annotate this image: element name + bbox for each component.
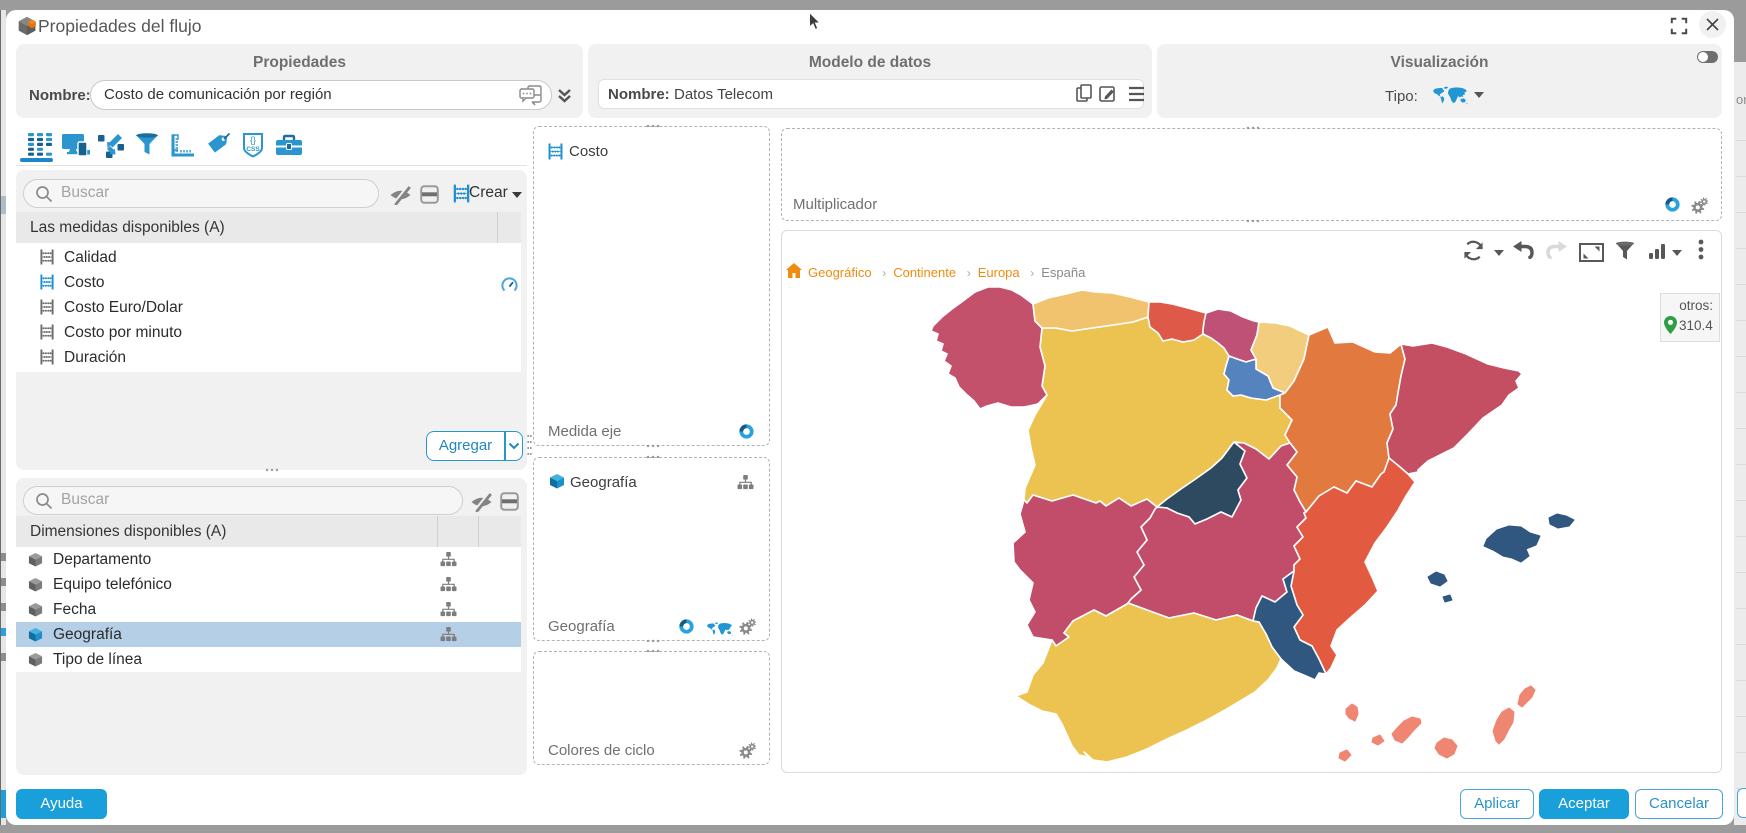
svg-text:CSS: CSS [246,146,260,153]
svg-text:{}: {} [250,135,256,145]
